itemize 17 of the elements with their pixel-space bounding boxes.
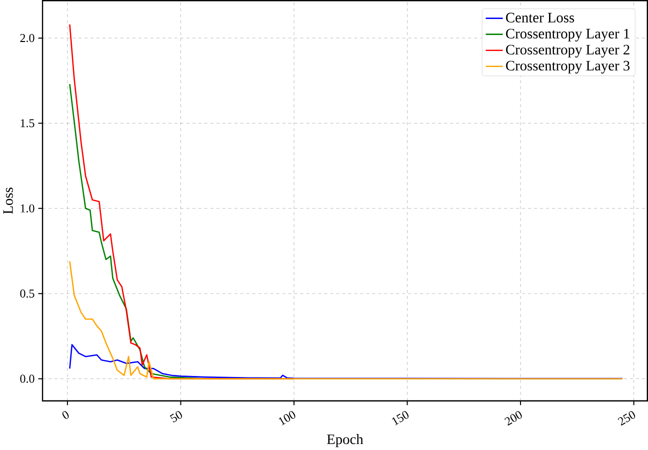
y-tick-label: 1.0 [20,204,34,212]
x-axis-title: Epoch [326,434,364,447]
x-tick-label: 150 [392,410,409,426]
y-tick-label: 1.5 [20,118,34,128]
y-tick-label: 0.0 [20,374,34,383]
x-tick-label: 100 [278,410,296,426]
legend-label: Crossentropy Layer 2 [506,44,630,58]
x-tick-label: 200 [504,410,522,426]
y-axis-title: Loss [3,187,13,214]
x-tick-label: 250 [618,410,636,426]
x-tick-label: 0 [62,410,69,419]
legend-label: Crossentropy Layer 3 [506,60,630,74]
legend-label: Crossentropy Layer 1 [506,28,630,42]
y-tick-label: 2.0 [20,34,34,42]
x-tick-label: 50 [170,410,182,422]
legend-label: Center Loss [506,12,574,22]
y-tick-label: 0.5 [20,289,34,298]
